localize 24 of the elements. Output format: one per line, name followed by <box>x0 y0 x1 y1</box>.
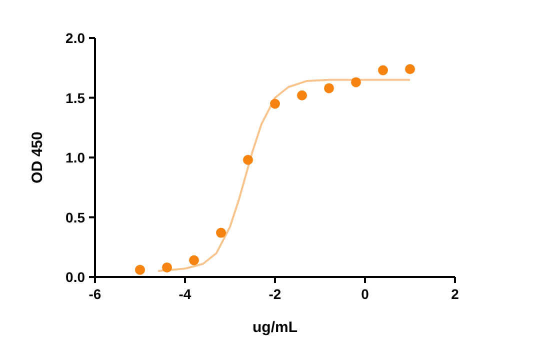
point <box>297 90 307 100</box>
point <box>351 77 361 88</box>
x-tick-label: 0 <box>361 286 370 302</box>
x-tick-label: -2 <box>268 286 282 302</box>
x-axis-title: ug/mL <box>252 319 298 336</box>
point <box>270 98 280 109</box>
y-tick-label: 1.0 <box>66 150 86 166</box>
point <box>189 255 199 266</box>
point <box>378 65 388 76</box>
point <box>324 83 334 94</box>
x-tick-label: 2 <box>451 286 460 302</box>
y-tick-label: 0.0 <box>66 269 86 285</box>
point <box>162 262 172 272</box>
y-axis-title: OD 450 <box>29 132 46 184</box>
point <box>216 228 226 238</box>
y-tick-label: 0.5 <box>66 209 86 226</box>
point <box>135 264 145 275</box>
point <box>405 64 415 74</box>
x-tick-label: -6 <box>88 286 102 302</box>
y-tick-label: 1.5 <box>66 90 86 106</box>
y-tick-label: 2.0 <box>66 30 86 46</box>
x-tick-label: -4 <box>178 286 192 302</box>
point <box>243 154 253 165</box>
line-series <box>157 78 411 272</box>
